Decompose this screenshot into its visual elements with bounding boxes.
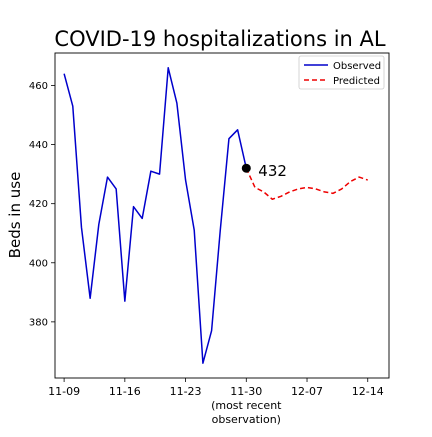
series-line-observed <box>63 67 248 364</box>
x-tick-sublabel-line: (most recent <box>211 399 282 412</box>
y-tick-label: 440 <box>29 140 48 151</box>
x-tick-label: 12-07 <box>291 385 323 398</box>
last-observation-marker <box>241 163 251 173</box>
x-tick-label: 11-23 <box>170 385 202 398</box>
annotation-layer: 432 <box>241 162 287 180</box>
series-line-predicted <box>245 167 368 200</box>
y-axis-ticks: 380 400 420 440 460 <box>29 81 55 328</box>
x-tick-sublabel-line: observation) <box>212 413 281 426</box>
x-tick-label: 11-09 <box>48 385 80 398</box>
last-observation-label: 432 <box>258 162 287 180</box>
plot-frame <box>54 52 390 379</box>
y-tick-label: 400 <box>29 258 48 269</box>
x-tick-label: 12-14 <box>352 385 384 398</box>
x-tick-label: 11-30 <box>230 385 262 398</box>
y-axis-label: Beds in use <box>6 172 24 259</box>
x-tick-label: 11-16 <box>109 385 141 398</box>
chart-title: COVID-19 hospitalizations in AL <box>54 27 385 51</box>
y-tick-label: 380 <box>29 317 48 328</box>
y-tick-label: 460 <box>29 81 48 92</box>
x-tick-sublabel: (most recent observation) <box>211 399 282 426</box>
y-tick-label: 420 <box>29 199 48 210</box>
series-layer <box>63 67 368 364</box>
legend: Observed Predicted <box>298 55 385 90</box>
legend-label-predicted: Predicted <box>333 76 380 87</box>
legend-label-observed: Observed <box>333 61 381 72</box>
x-axis-ticks: 11-09 11-16 11-23 11-30 12-07 12-14 (most rece… <box>48 378 384 426</box>
